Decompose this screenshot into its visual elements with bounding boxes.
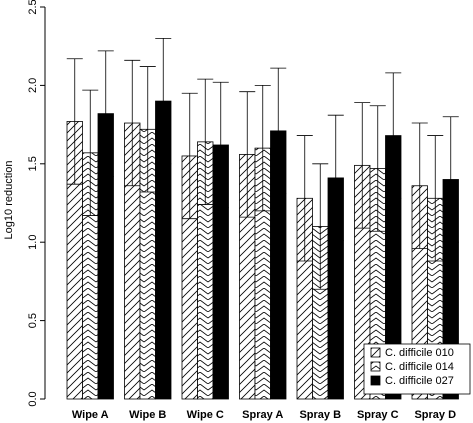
y-axis-label: Log10 reduction xyxy=(3,161,15,240)
x-tick-label: Wipe A xyxy=(72,409,109,421)
y-axis: 0.0 0.5 1.0 1.5 2.0 2.5 xyxy=(27,0,46,407)
x-tick-label: Wipe C xyxy=(187,409,224,421)
y-tick-label: 0.0 xyxy=(27,391,39,406)
x-tick-label: Spray C xyxy=(357,409,399,421)
legend-swatch xyxy=(370,361,381,372)
legend-box xyxy=(363,343,471,395)
x-tick-label: Spray B xyxy=(299,409,341,421)
y-tick-label: 0.5 xyxy=(27,313,39,328)
legend: C. difficile 010 C. difficile 014 C. diffi… xyxy=(363,343,471,395)
legend-label: C. difficile 027 xyxy=(385,375,454,387)
x-axis-labels: Wipe A Wipe B Wipe C Spray A Spray B Spray C S… xyxy=(72,409,456,421)
x-tick-label: Spray D xyxy=(414,409,456,421)
y-tick-label: 1.0 xyxy=(27,235,39,250)
y-tick-label: 1.5 xyxy=(27,156,39,171)
y-tick-label: 2.5 xyxy=(27,0,39,15)
y-tick-label: 2.0 xyxy=(27,78,39,93)
x-tick-label: Wipe B xyxy=(129,409,166,421)
legend-label: C. difficile 014 xyxy=(385,361,454,373)
legend-swatch xyxy=(370,347,381,358)
x-tick-label: Spray A xyxy=(242,409,283,421)
bars-group xyxy=(66,37,459,400)
legend-swatch xyxy=(370,375,381,386)
legend-label: C. difficile 010 xyxy=(385,347,454,359)
